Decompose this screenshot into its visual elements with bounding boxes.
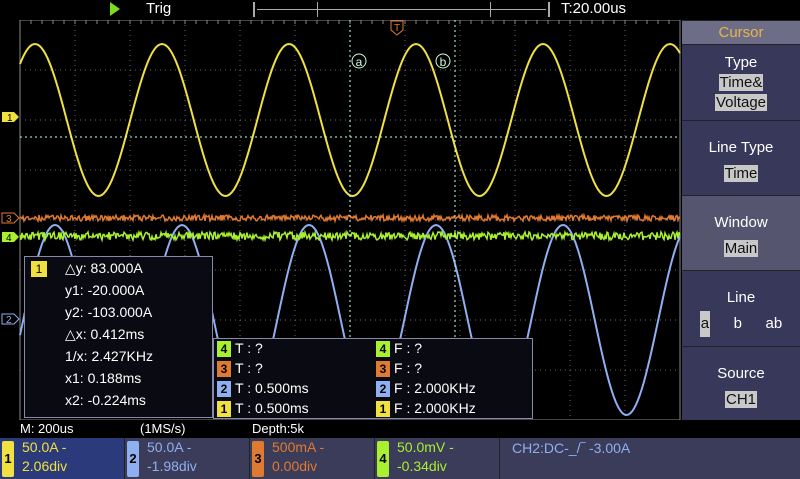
- memory-position-bar[interactable]: [253, 2, 550, 17]
- source-value: CH1: [725, 391, 757, 408]
- frequency-value: F : ?: [394, 360, 422, 376]
- channel-offset: -1.98div: [147, 457, 197, 476]
- svg-text:1: 1: [7, 113, 13, 124]
- window-value: Main: [724, 240, 759, 257]
- frequency-value: F : 2.000KHz: [394, 380, 476, 396]
- channel-offset: -0.34div: [397, 457, 447, 476]
- trigger-time: T:20.00us: [561, 0, 626, 17]
- frequency-value: F : ?: [394, 340, 422, 356]
- menu-type[interactable]: Type Time& Voltage: [682, 44, 800, 120]
- window-label: Window: [682, 210, 800, 236]
- channel-2-status[interactable]: 2 50.0A - -1.98div: [125, 438, 250, 479]
- trigger-position-label: T: [394, 23, 400, 34]
- line-option-a[interactable]: a: [700, 311, 710, 337]
- period-value: T : ?: [235, 340, 263, 356]
- delta-x: △x: 0.412ms: [65, 326, 144, 343]
- channel-scale: 50.0A -: [147, 438, 191, 457]
- menu-line-type[interactable]: Line Type Time: [682, 120, 800, 195]
- ch2-marker: 2: [2, 314, 19, 326]
- menu-line[interactable]: Line a b ab: [682, 270, 800, 346]
- type-value: Time&: [719, 74, 764, 91]
- channel-badge: 4: [376, 341, 390, 357]
- channel-number: 1: [2, 441, 14, 477]
- sample-rate: (1MS/s): [140, 421, 186, 436]
- frequency-row: 3T : ? 3 F : ?: [214, 359, 532, 379]
- channel-badge: 2: [376, 381, 390, 397]
- channel-offset: 2.06div: [22, 457, 67, 476]
- run-state-icon: [110, 2, 120, 16]
- channel-scale: 500mA -: [272, 438, 324, 457]
- cursor-a-label: a: [356, 55, 363, 69]
- channel-status-bar: 1 50.0A -2.06div 2 50.0A - -1.98div 3 500mA -0…: [0, 438, 800, 479]
- trigger-info: CH2:DC-_/‾ -3.00A: [512, 438, 630, 479]
- memory-depth: Depth:5k: [252, 421, 304, 436]
- trigger-status: Trig: [146, 0, 171, 17]
- channel-4-status[interactable]: 4 50.0mV - -0.34div: [375, 438, 500, 479]
- channel-badge: 2: [217, 381, 231, 397]
- channel-badge: 1: [376, 401, 390, 417]
- cursor-measurement-panel: 1 △y: 83.000A y1: -20.000A y2: -103.000A…: [24, 256, 213, 418]
- type-label: Type: [682, 53, 800, 73]
- frequency-value: F : 2.000KHz: [394, 400, 476, 416]
- channel-offset: 0.00div: [272, 457, 317, 476]
- x2-value: x2: -0.224ms: [65, 392, 146, 408]
- channel-number: 3: [252, 441, 264, 477]
- acquisition-status: M: 200us (1MS/s) Depth:5k: [0, 420, 800, 438]
- frequency-table: 4T : ? 4 F : ? 3 T : ? 3 F : ? 2 T : 0.500ms 2 F :…: [213, 338, 533, 419]
- line-label: Line: [682, 285, 800, 311]
- channel-badge: 1: [31, 261, 47, 277]
- top-bar: Trig T:20.00us: [0, 0, 800, 20]
- source-label: Source: [682, 361, 800, 387]
- line-type-label: Line Type: [682, 135, 800, 161]
- channel-scale: 50.0A -: [22, 438, 66, 457]
- channel-1-status[interactable]: 1 50.0A -2.06div: [0, 438, 125, 479]
- channel-scale: 50.0mV -: [397, 438, 454, 457]
- y2-value: y2: -103.000A: [65, 304, 152, 320]
- frequency-row: 2T : 0.500ms 2 F : 2.000KHz: [214, 379, 532, 399]
- ch4-marker: 4: [2, 232, 19, 244]
- menu-window[interactable]: Window Main: [682, 195, 800, 270]
- channel-badge: 3: [376, 361, 390, 377]
- cursor-menu: Cursor Type Time& Voltage Line Type Time…: [682, 20, 800, 420]
- channel-3-status[interactable]: 3 500mA -0.00div: [250, 438, 375, 479]
- inverse-x: 1/x: 2.427KHz: [65, 348, 153, 364]
- period-value: T : 0.500ms: [235, 400, 309, 416]
- main-timebase: M: 200us: [20, 421, 73, 436]
- channel-badge: 1: [217, 401, 231, 417]
- line-option-ab[interactable]: ab: [766, 311, 783, 337]
- line-option-b[interactable]: b: [734, 311, 742, 337]
- frequency-row: 1T : 0.500ms 1 F : 2.000KHz: [214, 399, 532, 419]
- channel-number: 2: [127, 441, 139, 477]
- channel-number: 4: [377, 441, 389, 477]
- period-value: T : 0.500ms: [235, 380, 309, 396]
- channel-badge: 3: [217, 361, 231, 377]
- type-value-2: Voltage: [715, 94, 767, 111]
- x1-value: x1: 0.188ms: [65, 370, 141, 386]
- menu-title: Cursor: [682, 20, 800, 44]
- menu-source[interactable]: Source CH1: [682, 346, 800, 420]
- svg-text:4: 4: [6, 233, 12, 244]
- frequency-row: 4T : ? 4 F : ?: [214, 339, 532, 359]
- line-type-value: Time: [724, 165, 759, 182]
- cursor-b-label: b: [440, 55, 447, 69]
- ch3-marker: 3: [2, 213, 19, 225]
- ch1-marker: 1: [2, 112, 19, 124]
- delta-y: △y: 83.000A: [65, 260, 143, 277]
- period-value: T : ?: [235, 360, 263, 376]
- svg-text:2: 2: [6, 315, 12, 326]
- svg-text:3: 3: [6, 214, 12, 225]
- channel-badge: 4: [217, 341, 231, 357]
- y1-value: y1: -20.000A: [65, 282, 144, 298]
